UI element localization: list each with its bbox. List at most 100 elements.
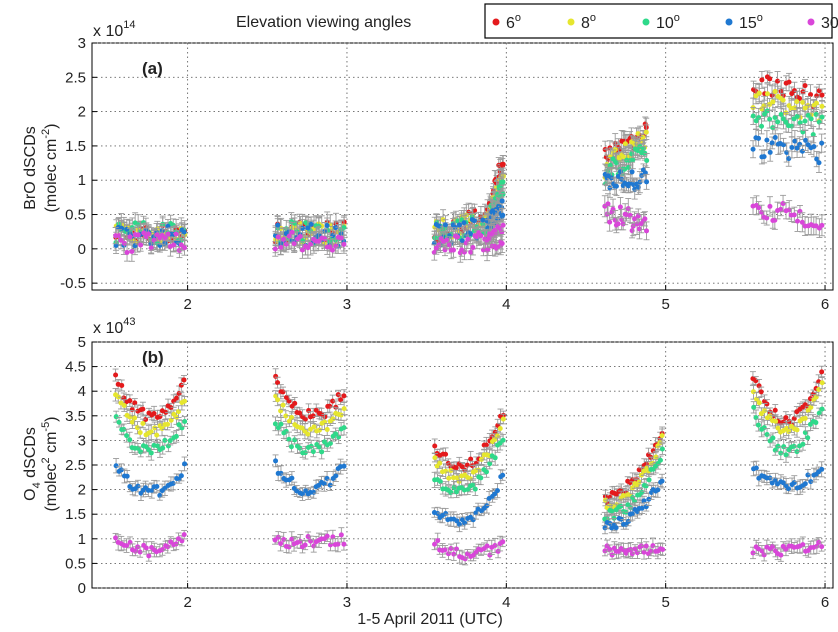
panel-a-xtick-label: 2: [183, 296, 191, 313]
panel-a-point-30: [620, 221, 626, 227]
panel-b-point-8: [182, 398, 188, 404]
panel-a-point-15: [786, 156, 792, 162]
panel-b-point-8: [816, 387, 822, 393]
panel-a-series-30: [112, 193, 825, 263]
panel-b-point-15: [341, 463, 347, 469]
panel-a-point-30: [322, 236, 328, 242]
panel-b-point-10: [819, 406, 825, 412]
panel-a-point-30: [145, 231, 151, 237]
panel-a-point-30: [341, 241, 347, 247]
panel-b-point-10: [659, 446, 665, 452]
panel-a-point-30: [316, 238, 322, 244]
panel-b-point-10: [781, 444, 787, 450]
panel-a-point-8: [800, 99, 806, 105]
panel-b-point-8: [165, 421, 171, 427]
panel-b-point-6: [432, 443, 438, 449]
panel-a-point-15: [308, 221, 314, 227]
panel-b-point-10: [783, 452, 789, 458]
panel-b-point-10: [800, 441, 806, 447]
panel-b-point-8: [273, 393, 279, 399]
panel-b-point-10: [437, 479, 443, 485]
panel-a-point-10: [797, 120, 803, 126]
panel-a-point-10: [500, 191, 506, 197]
panel-a-point-15: [816, 160, 822, 166]
panel-b-point-6: [283, 394, 289, 400]
panel-b-point-10: [448, 489, 454, 495]
panel-a-point-30: [756, 205, 762, 211]
panel-b-point-10: [160, 445, 166, 451]
panel-b-point-10: [113, 414, 119, 420]
panel-b-point-6: [330, 398, 336, 404]
panel-a-point-10: [607, 162, 613, 168]
panel-a-point-30: [124, 249, 130, 255]
panel-a-point-30: [181, 245, 187, 251]
panel-b-point-10: [751, 404, 757, 410]
panel-a-point-15: [275, 222, 281, 228]
panel-a-point-15: [613, 183, 619, 189]
panel-b-point-15: [299, 491, 305, 497]
panel-b-point-10: [162, 437, 168, 443]
panel-b-point-10: [288, 444, 294, 450]
panel-b-point-10: [341, 425, 347, 431]
panel-a-ytick-label: 3: [78, 35, 86, 52]
panel-a-point-6: [767, 76, 773, 82]
panel-a-ylabel-unit-exp: -2: [40, 129, 52, 139]
panel-b-point-10: [176, 422, 182, 428]
panel-b-point-10: [333, 431, 339, 437]
panel-a-point-8: [770, 99, 776, 105]
panel-b-point-10: [813, 420, 819, 426]
panel-b-point-8: [280, 402, 286, 408]
panel-a-point-6: [808, 92, 814, 98]
panel-b-point-10: [292, 437, 298, 443]
panel-a-yticks: -0.5 0 0.5 1 1.5 2 2.5 3: [60, 35, 97, 292]
panel-b-point-8: [154, 432, 160, 438]
panel-a-point-15: [436, 223, 442, 229]
panel-a-point-8: [643, 129, 649, 135]
panel-b-point-6: [819, 369, 825, 375]
panel-a-point-30: [819, 222, 825, 228]
panel-b-point-10: [483, 469, 489, 475]
panel-b-point-6: [127, 398, 133, 404]
panel-a-point-30: [764, 215, 770, 221]
panel-a-point-30: [605, 201, 611, 207]
panel-b-point-15: [135, 483, 141, 489]
panel-b-point-8: [305, 431, 311, 437]
panel-a-point-30: [338, 235, 344, 241]
panel-b-point-10: [778, 450, 784, 456]
panel-b-point-10: [116, 419, 122, 425]
panel-a-point-8: [772, 89, 778, 95]
panel-a-point-30: [176, 247, 182, 253]
panel-a-point-15: [769, 140, 775, 146]
panel-a-point-10: [629, 151, 635, 157]
panel-b-point-8: [134, 425, 140, 431]
panel-a-point-30: [644, 228, 650, 234]
panel-a-point-10: [794, 113, 800, 119]
panel-a-ytick-label: 0: [78, 241, 86, 258]
panel-a-point-30: [780, 201, 786, 207]
panel-a-point-30: [280, 236, 286, 242]
panel-a-point-15: [772, 135, 778, 141]
panel-b-point-8: [500, 416, 506, 422]
panel-a-point-10: [808, 116, 814, 122]
panel-b-point-8: [121, 403, 127, 409]
panel-b-point-15: [321, 481, 327, 487]
panel-b-point-10: [646, 477, 652, 483]
panel-b-point-8: [641, 468, 647, 474]
panel-b-grid: [92, 341, 833, 589]
panel-a-point-10: [767, 116, 773, 122]
panel-a-point-30: [129, 249, 135, 255]
panel-a-point-15: [471, 218, 477, 224]
panel-b-point-8: [437, 460, 443, 466]
panel-a-point-30: [297, 233, 303, 239]
panel-a-point-30: [767, 203, 773, 209]
panel-a-point-10: [819, 114, 825, 120]
panel-b-point-8: [808, 404, 814, 410]
panel-b-point-10: [492, 455, 498, 461]
panel-b-point-6: [275, 380, 281, 386]
panel-b-point-10: [764, 431, 770, 437]
panel-a-point-15: [119, 225, 125, 231]
panel-b-point-8: [341, 406, 347, 412]
panel-b-point-6: [181, 377, 187, 383]
panel-a-point-30: [289, 229, 295, 235]
panel-a-xtick-label: 6: [821, 296, 829, 313]
